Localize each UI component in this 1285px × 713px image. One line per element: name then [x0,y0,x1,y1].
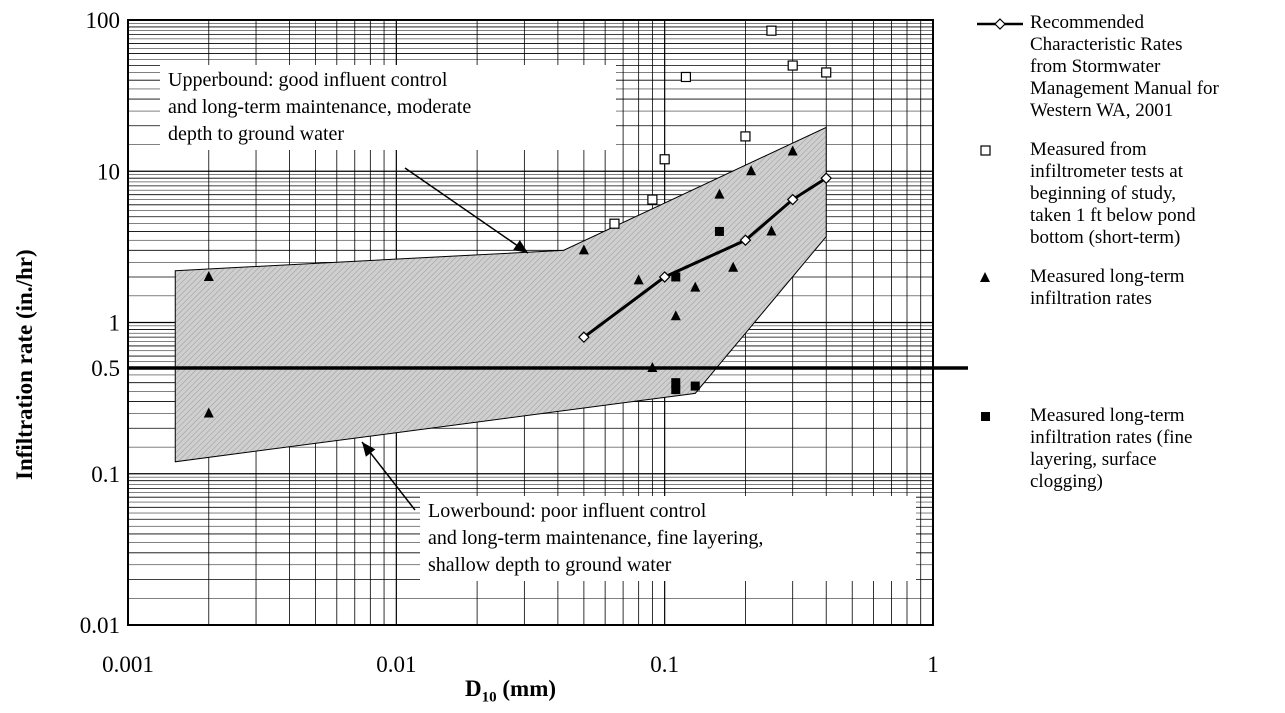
recommended-point [739,234,752,247]
y-tick-label: 10 [97,159,120,184]
lowerbound-arrow [361,441,416,511]
long-term-point [728,261,739,272]
bound-band [174,126,827,463]
y-tick-label: 0.01 [80,613,120,638]
long-term-point [746,165,757,176]
y-tick-label: 0.1 [91,462,120,487]
y-tick-label: 1 [109,311,121,336]
recommended-point [578,331,590,344]
long-term-point [690,281,701,292]
filled-square-icon [981,412,990,421]
short-term-point [680,71,692,83]
legend-label-recommended: Recommended Characteristic Rates from St… [1030,12,1219,121]
legend-item-recommended: Recommended Characteristic Rates from St… [975,12,1280,122]
short-term-point [659,154,670,165]
upperbound-arrow-head [513,240,528,253]
x-tick-label: 0.01 [376,652,416,677]
lowerbound-arrow-head [362,442,376,457]
long-term-point [670,310,681,321]
plot-frame [127,19,934,626]
y-tick-label: 100 [86,8,121,33]
long-term-point [714,188,725,199]
fine-layering-point [690,381,700,391]
annotation-lowerbound: Lowerbound: poor influent control and lo… [420,496,916,581]
upperbound-arrow [404,167,529,254]
long-term-point [203,407,214,418]
open-square-icon [980,145,991,156]
legend-item-fine-layering: Measured long-term infiltration rates (f… [975,405,1280,493]
recommended-point [658,271,671,283]
legend-label-short-term: Measured from infiltrometer tests at beg… [1030,139,1196,248]
legend: Recommended Characteristic Rates from St… [975,12,1280,510]
short-term-point [609,218,620,229]
long-term-point [647,362,658,373]
short-term-point [740,131,751,142]
x-tick-label: 0.1 [650,652,679,677]
short-term-point [647,194,658,205]
recommended-point [786,193,799,206]
annotation-arrows [361,167,529,511]
short-term-point [787,60,798,71]
axes: 0.001 0.01 0.1 1 0.01 0.1 0.5 1 10 100 [80,8,968,677]
y-axis-title: Infiltration rate (in./hr) [12,249,37,480]
legend-label-fine-layering: Measured long-term infiltration rates (f… [1030,405,1193,492]
long-term-point [203,270,214,281]
long-term-point [633,274,644,285]
short-term-point [821,67,832,78]
y-tick-label: 0.5 [91,356,120,381]
fine-layering-point [671,385,681,395]
bound-band-polygon [174,126,827,463]
x-tick-label: 0.001 [102,652,154,677]
annotation-upperbound: Upperbound: good influent control and lo… [160,65,616,150]
diamond-line-icon [977,18,1023,30]
long-term-point [578,244,589,255]
short-term-point [766,25,777,36]
series [203,25,833,418]
legend-item-short-term: Measured from infiltrometer tests at beg… [975,139,1280,249]
filled-triangle-icon [980,272,990,282]
long-term-point [787,145,798,156]
fine-layering-point [671,272,681,282]
legend-item-long-term: Measured long-term infiltration rates [975,266,1280,310]
fine-layering-point [671,378,681,388]
legend-label-long-term: Measured long-term infiltration rates [1030,266,1185,309]
long-term-point [766,225,777,236]
fine-layering-point [714,226,724,236]
recommended-point [820,172,833,185]
x-tick-label: 1 [927,652,939,677]
x-axis-title: D10 (mm) [465,676,557,706]
